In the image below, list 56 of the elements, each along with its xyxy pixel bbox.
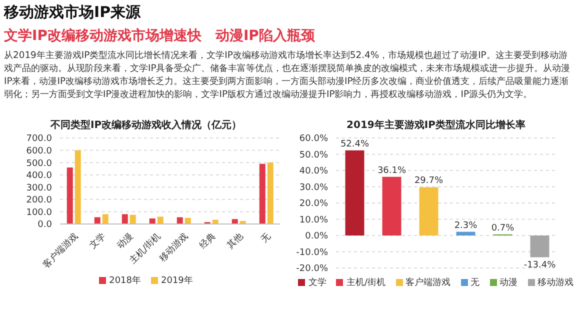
y-tick-label: 50.0% xyxy=(299,150,328,160)
y-tick-label: 0.0 xyxy=(38,220,52,230)
y-tick-label: 300.0 xyxy=(26,183,52,194)
y-tick-label: 30.0% xyxy=(299,182,328,193)
bar xyxy=(94,217,100,224)
legend-label: 主机/街机 xyxy=(345,276,386,289)
bar xyxy=(157,216,164,224)
y-tick-label: 200.0 xyxy=(26,196,52,206)
bar xyxy=(66,167,73,224)
bar xyxy=(102,214,108,224)
bar xyxy=(184,218,191,224)
y-tick-label: 600.0 xyxy=(26,146,52,156)
bar xyxy=(149,218,156,224)
legend-label: 动漫 xyxy=(498,276,518,289)
legend-label: 2019年 xyxy=(160,274,193,287)
data-label: 52.4% xyxy=(340,139,370,150)
y-tick-label: 700.0 xyxy=(26,134,52,144)
y-tick-label: 10.0% xyxy=(299,215,328,226)
data-label: 29.7% xyxy=(414,176,444,186)
y-tick-label: 20.0% xyxy=(299,199,328,210)
bar xyxy=(212,220,218,224)
text: 文学IP改编移动游戏市场增速快 动漫IP陷入瓶颈 xyxy=(4,26,316,46)
chart-title: 不同类型IP改编移动游戏收入情况（亿元） xyxy=(49,118,243,132)
y-tick-label: 400.0 xyxy=(26,171,52,182)
data-label: 2.3% xyxy=(454,220,478,231)
x-tick-label: 无 xyxy=(259,232,273,246)
y-tick-label: 500.0 xyxy=(26,158,52,169)
x-tick-label: 动漫 xyxy=(114,230,136,252)
legend-label: 客户端游戏 xyxy=(404,276,451,289)
x-tick-label: 经典 xyxy=(197,230,218,252)
text: 移动游戏市场IP来源 xyxy=(4,2,142,22)
bar xyxy=(122,214,128,224)
legend-label: 移动游戏 xyxy=(536,276,574,289)
y-tick-label: 40.0% xyxy=(299,166,328,177)
bar xyxy=(74,150,81,224)
data-label: 0.7% xyxy=(491,223,515,234)
bar xyxy=(176,217,183,224)
y-tick-label: 60.0% xyxy=(299,134,328,144)
legend-label: 2018年 xyxy=(108,274,141,287)
x-tick-label: 文学 xyxy=(87,230,108,252)
legend-label: 文学 xyxy=(307,276,326,289)
data-label: -13.4% xyxy=(524,260,556,270)
chart-title: 2019年主要游戏IP类型流水同比增长率 xyxy=(346,118,526,132)
y-tick-label: 0.0% xyxy=(305,232,328,242)
bar xyxy=(259,164,266,224)
data-label: 36.1% xyxy=(377,166,406,176)
bar xyxy=(232,219,238,224)
legend-label: 无 xyxy=(470,277,480,289)
x-tick-label: 客户端游戏 xyxy=(40,230,80,270)
y-tick-label: 100.0 xyxy=(26,208,52,218)
bar xyxy=(267,162,274,224)
y-tick-label: -20.0% xyxy=(296,264,328,274)
y-tick-label: -10.0% xyxy=(296,248,328,258)
bar xyxy=(130,214,136,224)
text: 从2019年主要游戏IP类型流水同比增长情况来看，文学IP改编移动游戏市场增长率达到52.4%，市场规模也超过了动漫IP。这主要受到移动游戏产品的驱动。从现阶段来看，文学IP具备受众广、储备丰富等优点，也在逐渐摆脱简单换皮的改编模式，未来市场规模或进一步提升。从动漫IP来看，动漫IP改编移动游戏市场增长乏力。这主要受到两方面影响，一方面头部动漫IP经历多次改编，商业价值透支，后续产品吸量能力逐渐弱化；另一方面受到文学IP漫改进程加快的影响，文学IP版权方通过改编动漫提升IP影响力，再授权改编移动游戏，IP源头仍为文学。 xyxy=(4,49,572,101)
x-tick-label: 其他 xyxy=(224,230,246,252)
